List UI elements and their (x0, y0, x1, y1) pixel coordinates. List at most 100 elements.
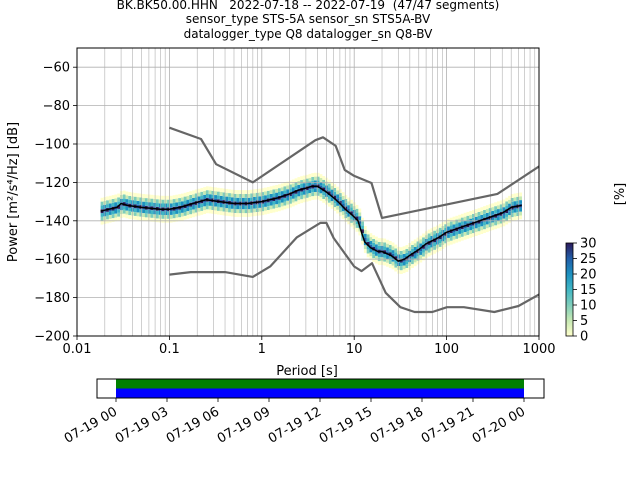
histogram-cell (430, 247, 434, 252)
histogram-cell (261, 207, 265, 212)
histogram-cell (336, 205, 339, 210)
histogram-cell (499, 200, 503, 205)
colorbar-tick-label: 5 (580, 314, 588, 329)
histogram-cell (314, 195, 317, 200)
histogram-cell (488, 227, 492, 232)
histogram-cell (341, 192, 345, 196)
histogram-cell (383, 242, 387, 247)
histogram-cell (253, 197, 256, 201)
histogram-cell (183, 192, 187, 197)
histogram-cell (330, 201, 334, 205)
histogram-cell (228, 208, 231, 213)
histogram-cell (494, 202, 497, 207)
y-axis-label: Power [m²/s⁴/Hz] [dB] (6, 122, 21, 262)
histogram-cell (447, 241, 450, 246)
histogram-cell (219, 192, 223, 196)
histogram-cell (519, 192, 522, 197)
histogram-cell (142, 197, 145, 202)
histogram-cell (120, 206, 123, 211)
histogram-cell (497, 209, 500, 213)
histogram-cell (388, 248, 392, 253)
histogram-cell (205, 209, 209, 214)
histogram-cell (455, 215, 459, 220)
histogram-cell (258, 188, 262, 193)
histogram-cell (247, 213, 251, 217)
histogram-cell (142, 194, 145, 198)
histogram-cell (297, 177, 301, 181)
histogram-cell (314, 188, 317, 192)
histogram-cell (483, 210, 486, 214)
histogram-cell (175, 217, 179, 222)
histogram-cell (358, 212, 362, 217)
histogram-cell (255, 196, 259, 201)
histogram-cell (291, 183, 295, 188)
histogram-cell (133, 192, 137, 197)
histogram-cell (217, 195, 220, 200)
histogram-cell (347, 197, 351, 202)
histogram-cell (153, 218, 157, 222)
histogram-cell (269, 205, 273, 210)
histogram-cell (391, 265, 395, 270)
histogram-cell (400, 270, 403, 274)
histogram-cell (308, 193, 312, 197)
histogram-cell (330, 193, 334, 198)
histogram-cell (283, 190, 287, 194)
histogram-cell (297, 181, 301, 185)
histogram-cell (233, 213, 237, 217)
histogram-cell (427, 245, 431, 249)
histogram-cell (516, 196, 520, 201)
timeline-tick-label: 07-19 18 (368, 404, 426, 446)
histogram-cell (422, 233, 425, 238)
histogram-cell (491, 210, 495, 215)
histogram-cell (499, 215, 503, 220)
histogram-cell (402, 250, 406, 254)
histogram-cell (499, 208, 503, 212)
histogram-cell (336, 186, 339, 191)
histogram-cell (422, 245, 425, 249)
histogram-cell (386, 239, 389, 244)
histogram-cell (400, 266, 403, 271)
histogram-cell (164, 215, 168, 219)
histogram-cell (300, 199, 303, 204)
histogram-cell (416, 245, 420, 249)
histogram-cell (275, 192, 278, 197)
histogram-cell (211, 202, 215, 207)
histogram-cell (192, 205, 195, 210)
histogram-cell (222, 196, 226, 200)
colorbar-tick-label: 20 (580, 268, 597, 283)
histogram-cell (319, 181, 323, 186)
histogram-cell (394, 244, 398, 249)
histogram-cell (305, 182, 309, 187)
histogram-cell (247, 209, 251, 214)
histogram-cell (172, 214, 176, 219)
histogram-cell (413, 262, 417, 267)
histogram-cell (111, 218, 115, 222)
histogram-cell (219, 188, 223, 192)
histogram-cell (463, 232, 467, 236)
histogram-cell (375, 259, 378, 264)
histogram-cell (339, 193, 342, 197)
histogram-cell (125, 214, 129, 219)
y-tick-label: −100 (34, 138, 70, 153)
histogram-cell (108, 203, 112, 208)
histogram-cell (219, 207, 223, 212)
histogram-cell (228, 197, 231, 201)
histogram-cell (217, 207, 220, 211)
histogram-cell (358, 231, 362, 236)
histogram-cell (219, 203, 223, 208)
histogram-cell (186, 199, 190, 204)
histogram-cell (100, 217, 104, 221)
histogram-cell (411, 245, 414, 249)
histogram-cell (339, 196, 342, 201)
histogram-cell (413, 254, 417, 259)
histogram-cell (377, 253, 381, 258)
histogram-cell (153, 210, 157, 215)
histogram-cell (339, 204, 342, 209)
histogram-cell (211, 187, 215, 191)
histogram-cell (502, 222, 506, 227)
histogram-cell (203, 202, 206, 207)
histogram-cell (366, 234, 370, 239)
histogram-cell (283, 201, 287, 206)
histogram-cell (211, 206, 215, 210)
histogram-cell (261, 188, 265, 192)
